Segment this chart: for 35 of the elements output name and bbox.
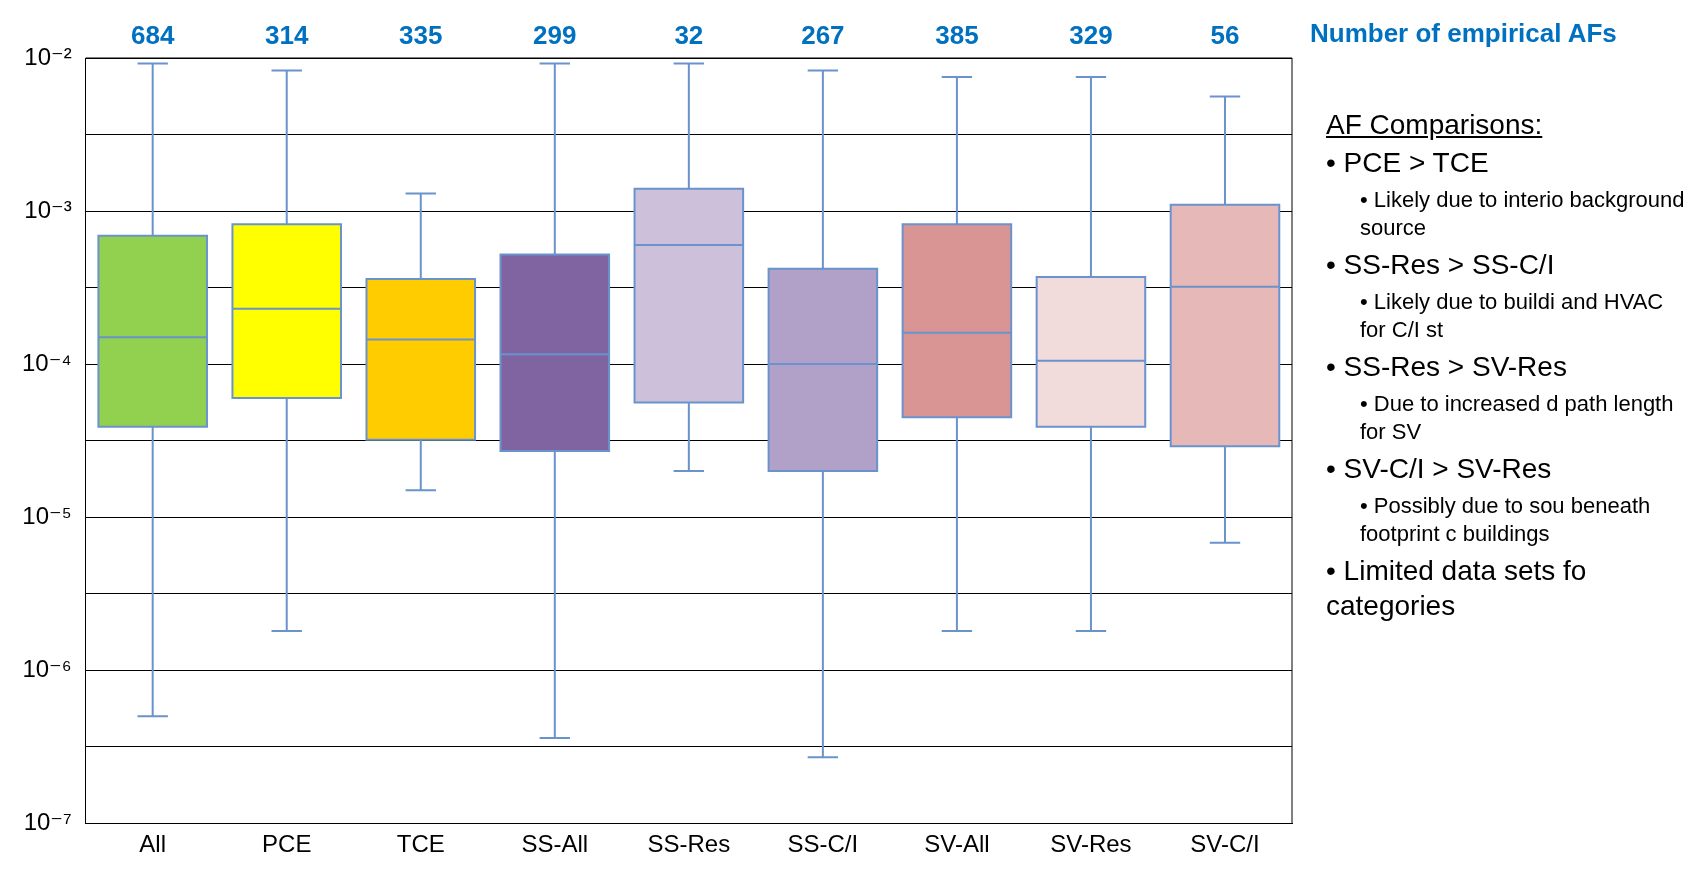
x-tick-label: TCE bbox=[396, 830, 445, 858]
y-tick-label: 10⁻³ bbox=[24, 195, 72, 223]
text: 335 bbox=[399, 20, 443, 51]
y-tick-label: 10⁻⁶ bbox=[22, 654, 72, 682]
text: • SS-Res > SS-C/I bbox=[1326, 248, 1556, 282]
x-tick-label: SS-Res bbox=[647, 830, 731, 858]
text: 299 bbox=[533, 20, 577, 51]
y-tick-label: 10⁻⁴ bbox=[21, 348, 72, 376]
text: • Limited data sets fo categories bbox=[1326, 554, 1588, 623]
text: 267 bbox=[801, 20, 845, 51]
text: • SS-Res > SV-Res bbox=[1326, 350, 1568, 384]
text: Number of empirical AFs bbox=[1310, 18, 1618, 49]
text: 56 bbox=[1210, 20, 1240, 51]
x-tick-label: SS-All bbox=[521, 830, 589, 858]
y-tick-label: 10⁻² bbox=[24, 42, 72, 70]
x-tick-label: SV-C/I bbox=[1190, 830, 1260, 858]
x-tick-label: SV-All bbox=[924, 830, 990, 858]
x-tick-label: SV-Res bbox=[1050, 830, 1132, 858]
text: 385 bbox=[935, 20, 979, 51]
x-tick-label: SS-C/I bbox=[787, 830, 859, 858]
text: 32 bbox=[674, 20, 704, 51]
text: • Likely due to interio background source bbox=[1360, 186, 1686, 241]
text: 684 bbox=[131, 20, 175, 51]
text: • PCE > TCE bbox=[1326, 146, 1490, 180]
text: • Due to increased d path length for SV bbox=[1360, 390, 1675, 445]
x-tick-label: PCE bbox=[262, 830, 312, 858]
text: • Likely due to buildi and HVAC for C/I st bbox=[1360, 288, 1665, 343]
x-tick-label: All bbox=[139, 830, 167, 858]
text: • SV-C/I > SV-Res bbox=[1326, 452, 1553, 486]
text: 314 bbox=[265, 20, 309, 51]
text: • Possibly due to sou beneath footprint c buildings bbox=[1360, 492, 1652, 547]
text: AF Comparisons: bbox=[1326, 109, 1544, 141]
y-tick-label: 10⁻⁷ bbox=[23, 807, 72, 835]
text: 329 bbox=[1069, 20, 1113, 51]
y-tick-label: 10⁻⁵ bbox=[22, 501, 72, 529]
